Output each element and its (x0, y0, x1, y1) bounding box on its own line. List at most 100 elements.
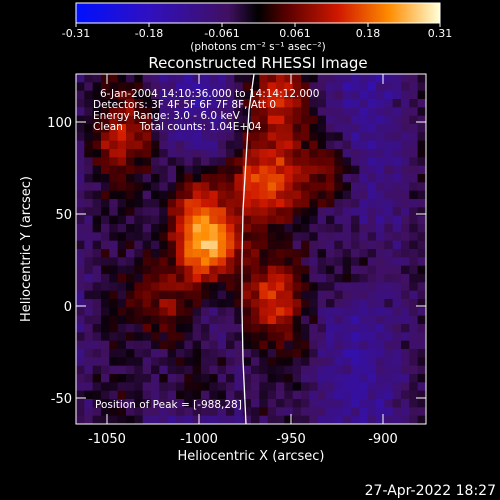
heatmap-cell (84, 182, 94, 192)
heatmap-cell (101, 407, 110, 417)
heatmap-cell (376, 349, 385, 358)
heatmap-cell (376, 307, 385, 317)
heatmap-cell (284, 340, 294, 350)
heatmap-cell (217, 324, 227, 333)
heatmap-cell (267, 315, 277, 325)
heatmap-cell (376, 232, 385, 242)
heatmap-cell (326, 382, 335, 392)
heatmap-cell (409, 324, 419, 333)
heatmap-cell (417, 357, 426, 367)
heatmap-cell (117, 365, 127, 375)
heatmap-cell (226, 157, 235, 167)
heatmap-cell (267, 99, 277, 108)
heatmap-cell (334, 165, 344, 175)
heatmap-cell (201, 165, 210, 175)
heatmap-cell (359, 290, 369, 300)
heatmap-cell (142, 282, 152, 292)
heatmap-cell (284, 324, 294, 333)
y-tick-label: 0 (64, 300, 72, 315)
heatmap-cell (409, 199, 419, 208)
heatmap-cell (167, 257, 177, 267)
heatmap-cell (217, 249, 227, 258)
heatmap-cell (134, 99, 144, 108)
heatmap-cell (159, 224, 169, 233)
heatmap-cell (317, 74, 327, 83)
heatmap-cell (234, 165, 244, 175)
heatmap-cell (359, 99, 369, 108)
heatmap-cell (259, 165, 269, 175)
heatmap-cell (142, 382, 152, 392)
heatmap-cell (342, 390, 352, 400)
heatmap-cell (392, 149, 402, 158)
heatmap-cell (242, 390, 252, 400)
heatmap-cell (209, 132, 219, 142)
heatmap-cell (384, 90, 394, 100)
heatmap-cell (184, 115, 194, 125)
heatmap-cell (184, 399, 194, 408)
heatmap-cell (342, 149, 352, 158)
heatmap-cell (234, 140, 244, 150)
heatmap-cell (317, 240, 327, 250)
heatmap-cell (342, 365, 352, 375)
heatmap-cell (351, 399, 360, 408)
heatmap-cell (392, 90, 402, 100)
heatmap-cell (309, 207, 319, 217)
heatmap-cell (84, 165, 94, 175)
heatmap-cell (417, 165, 426, 175)
info-time-range: 6-Jan-2004 14:10:36.000 to 14:14:12.000 (100, 88, 319, 100)
heatmap-cell (301, 265, 310, 275)
heatmap-cell (242, 249, 252, 258)
heatmap-cell (242, 332, 252, 342)
heatmap-cell (251, 232, 260, 242)
heatmap-cell (401, 382, 410, 392)
heatmap-cell (76, 232, 85, 242)
heatmap-cell (142, 324, 152, 333)
heatmap-cell (101, 224, 110, 233)
heatmap-cell (326, 157, 335, 167)
heatmap-cell (101, 390, 110, 400)
heatmap-cell (409, 124, 419, 133)
heatmap-cell (334, 299, 344, 308)
heatmap-cell (284, 132, 294, 142)
heatmap-cell (117, 232, 127, 242)
heatmap-cell (217, 265, 227, 275)
heatmap-cell (292, 340, 302, 350)
heatmap-cell (226, 99, 235, 108)
heatmap-cell (101, 399, 110, 408)
heatmap-cell (76, 307, 85, 317)
heatmap-cell (201, 274, 210, 283)
heatmap-cell (409, 149, 419, 158)
heatmap-cell (84, 415, 94, 424)
heatmap-cell (201, 124, 210, 133)
heatmap-cell (84, 332, 94, 342)
heatmap-cell (276, 249, 285, 258)
heatmap-cell (242, 224, 252, 233)
heatmap-cell (359, 215, 369, 225)
heatmap-cell (284, 182, 294, 192)
heatmap-cell (167, 332, 177, 342)
heatmap-cell (159, 382, 169, 392)
heatmap-cell (401, 374, 410, 383)
heatmap-cell (217, 224, 227, 233)
heatmap-cell (367, 257, 377, 267)
heatmap-cell (226, 249, 235, 258)
heatmap-cell (317, 232, 327, 242)
heatmap-cell (126, 265, 135, 275)
heatmap-cell (184, 165, 194, 175)
heatmap-cell (342, 107, 352, 117)
heatmap-cell (234, 90, 244, 100)
heatmap-cell (176, 182, 185, 192)
heatmap-cell (259, 390, 269, 400)
heatmap-cell (392, 265, 402, 275)
heatmap-cell (226, 357, 235, 367)
heatmap-cell (417, 149, 426, 158)
heatmap-cell (359, 332, 369, 342)
heatmap-cell (226, 132, 235, 142)
heatmap-cell (142, 74, 152, 83)
heatmap-cell (284, 382, 294, 392)
heatmap-cell (142, 140, 152, 150)
heatmap-cell (259, 107, 269, 117)
heatmap-cell (401, 140, 410, 150)
heatmap-cell (276, 74, 285, 83)
heatmap-cell (342, 99, 352, 108)
